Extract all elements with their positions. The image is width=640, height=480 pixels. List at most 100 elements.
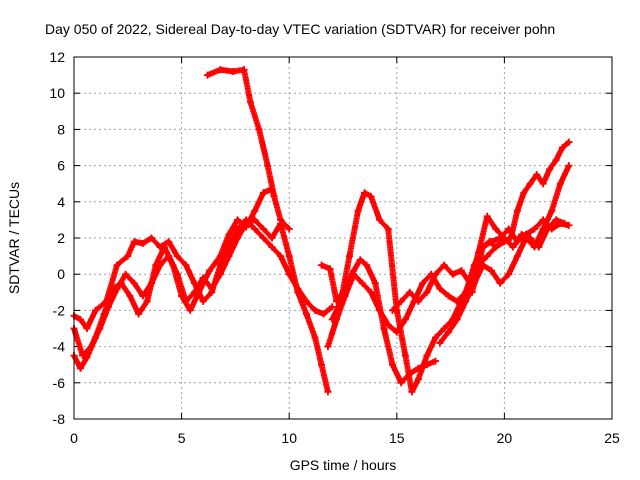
data-point bbox=[388, 306, 396, 314]
data-point bbox=[294, 285, 302, 293]
data-point bbox=[320, 310, 328, 318]
data-point bbox=[350, 270, 358, 278]
data-point bbox=[507, 234, 515, 242]
data-point bbox=[561, 220, 569, 228]
data-point bbox=[358, 279, 366, 287]
data-point bbox=[520, 189, 528, 197]
series-pass-C bbox=[70, 216, 332, 396]
data-point bbox=[182, 297, 190, 305]
series-pass-A bbox=[203, 66, 278, 200]
data-point bbox=[505, 270, 513, 278]
data-point bbox=[285, 225, 293, 233]
data-point bbox=[156, 261, 164, 269]
data-point bbox=[173, 252, 181, 260]
data-point bbox=[147, 234, 155, 242]
data-point bbox=[102, 297, 110, 305]
data-point bbox=[104, 303, 112, 311]
data-point bbox=[565, 138, 573, 146]
y-tick-label: -4 bbox=[53, 339, 66, 355]
data-point bbox=[251, 216, 259, 224]
y-tick-label: 12 bbox=[49, 49, 65, 65]
data-point bbox=[457, 267, 465, 275]
data-points bbox=[70, 66, 573, 396]
data-point bbox=[423, 352, 431, 360]
data-point bbox=[324, 388, 332, 396]
data-point bbox=[255, 125, 263, 133]
data-point bbox=[393, 328, 401, 336]
x-axis-label: GPS time / hours bbox=[290, 457, 397, 473]
data-point bbox=[182, 261, 190, 269]
x-tick-label: 20 bbox=[497, 430, 513, 446]
data-point bbox=[376, 216, 384, 224]
data-point bbox=[363, 261, 371, 269]
data-point bbox=[317, 261, 325, 269]
data-point bbox=[333, 315, 341, 323]
x-tick-label: 0 bbox=[70, 430, 78, 446]
data-point bbox=[130, 279, 138, 287]
data-point bbox=[552, 216, 560, 224]
x-tick-label: 10 bbox=[281, 430, 297, 446]
data-point bbox=[264, 162, 272, 170]
series-pass-J bbox=[468, 138, 573, 296]
data-point bbox=[87, 343, 95, 351]
data-point bbox=[259, 225, 267, 233]
data-point bbox=[259, 189, 267, 197]
data-point bbox=[513, 207, 521, 215]
data-point bbox=[500, 238, 508, 246]
x-tick-label: 15 bbox=[389, 430, 405, 446]
data-point bbox=[268, 234, 276, 242]
data-point bbox=[509, 243, 517, 251]
data-point bbox=[92, 306, 100, 314]
data-point bbox=[380, 325, 388, 332]
data-point bbox=[328, 303, 336, 311]
data-point bbox=[76, 364, 84, 372]
data-point bbox=[126, 292, 134, 300]
plot-frame bbox=[73, 56, 613, 420]
y-tick-label: 8 bbox=[57, 121, 65, 137]
data-point bbox=[492, 243, 500, 251]
data-point bbox=[444, 328, 452, 336]
y-tick-label: -8 bbox=[53, 411, 66, 427]
data-point bbox=[548, 207, 556, 215]
data-point bbox=[165, 252, 173, 260]
data-point bbox=[513, 252, 521, 260]
data-point bbox=[479, 243, 487, 251]
data-point bbox=[83, 353, 91, 361]
data-point bbox=[251, 225, 259, 233]
data-point bbox=[259, 234, 267, 242]
series-pass-H bbox=[388, 212, 569, 314]
data-point bbox=[345, 252, 353, 260]
data-point bbox=[462, 297, 470, 305]
data-point bbox=[285, 252, 293, 260]
data-point bbox=[397, 379, 405, 387]
data-point bbox=[240, 66, 248, 74]
series-pass-I bbox=[436, 162, 573, 347]
data-point bbox=[341, 292, 349, 300]
series-markers bbox=[71, 216, 331, 394]
data-point bbox=[414, 297, 422, 305]
data-point bbox=[113, 285, 121, 293]
data-point bbox=[384, 321, 392, 329]
data-point bbox=[191, 279, 199, 287]
axis-ticks: 0 5 10 15 20 25 -8 -6 -4 -2 0 2 4 6 8 10 12 bbox=[49, 49, 620, 446]
data-point bbox=[356, 256, 364, 264]
data-point bbox=[419, 279, 427, 287]
data-point bbox=[449, 270, 457, 278]
y-tick-label: 6 bbox=[57, 158, 65, 174]
data-point bbox=[539, 225, 547, 233]
data-point bbox=[317, 361, 325, 369]
data-point bbox=[440, 325, 448, 332]
data-point bbox=[199, 274, 207, 282]
data-point bbox=[96, 325, 104, 332]
data-point bbox=[251, 207, 259, 215]
y-tick-label: -2 bbox=[53, 302, 66, 318]
data-point bbox=[76, 315, 84, 323]
data-point bbox=[401, 315, 409, 323]
y-tick-label: 10 bbox=[49, 85, 65, 101]
data-point bbox=[406, 288, 414, 296]
data-point bbox=[440, 261, 448, 269]
data-point bbox=[361, 189, 369, 197]
data-point bbox=[216, 66, 224, 74]
data-point bbox=[522, 234, 530, 242]
